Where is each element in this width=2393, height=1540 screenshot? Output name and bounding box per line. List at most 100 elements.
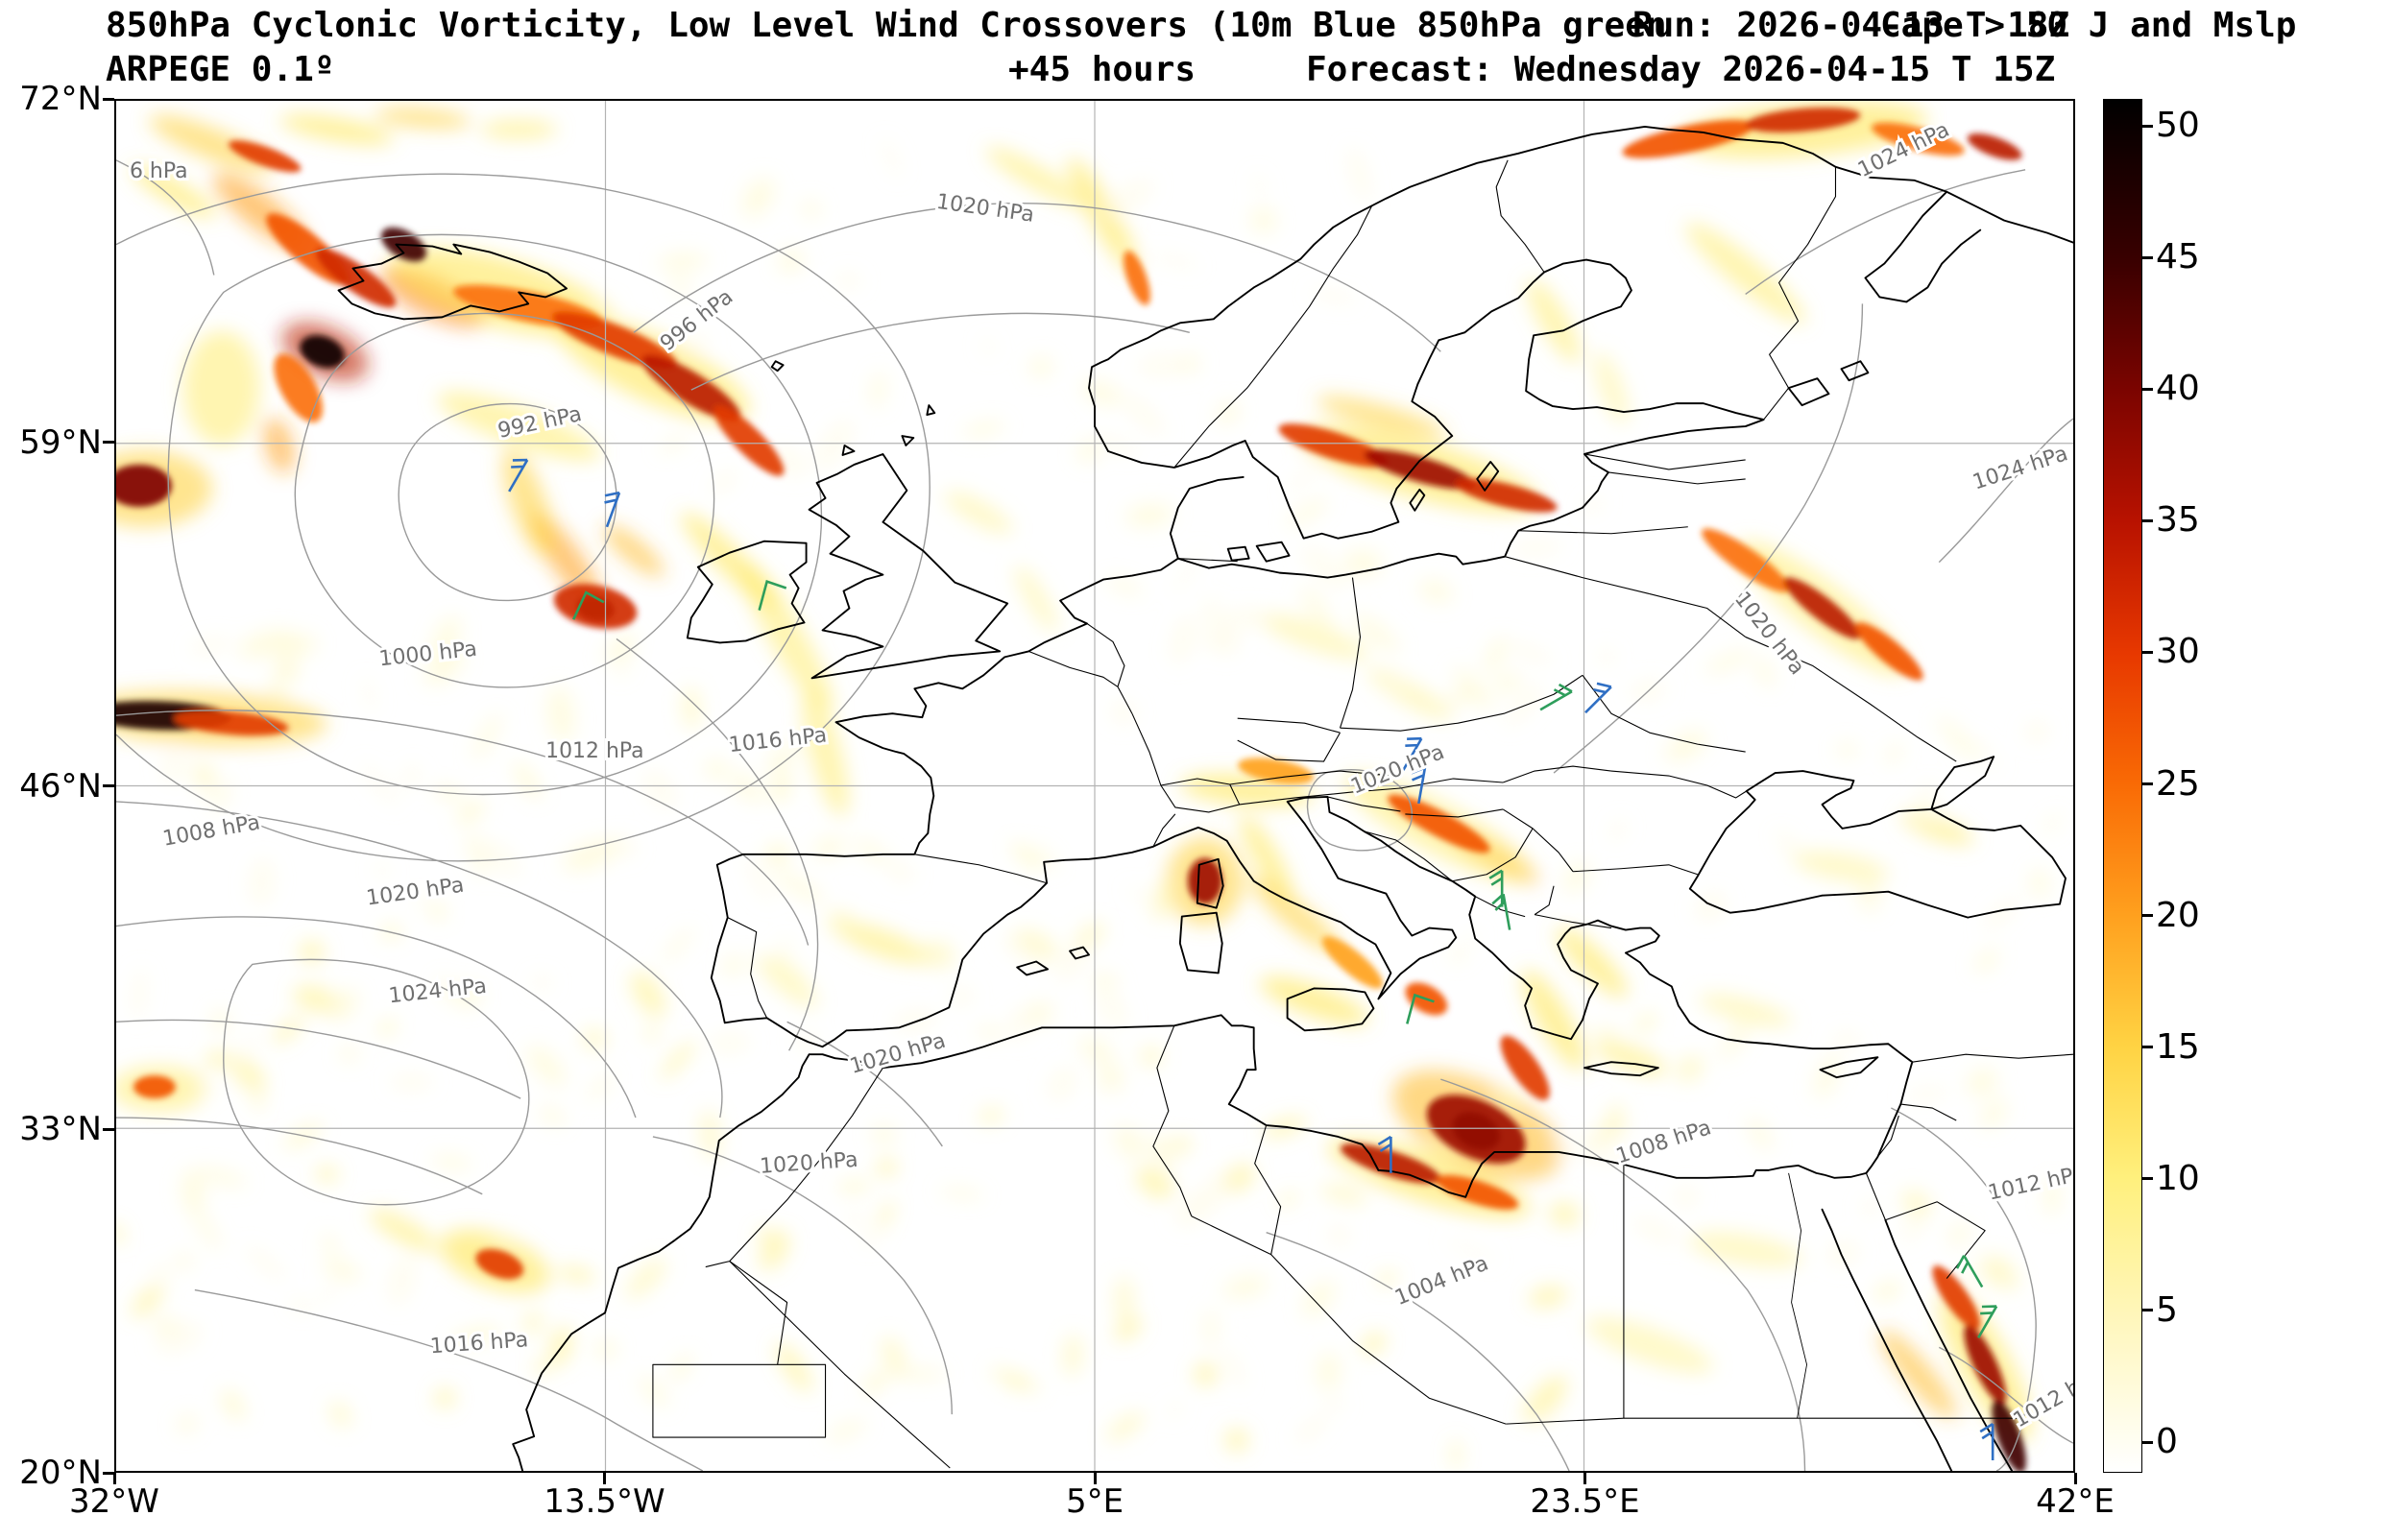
wind-barb xyxy=(1377,1135,1392,1173)
vorticity-blob xyxy=(1685,222,1805,325)
vorticity-blob xyxy=(274,353,323,422)
vorticity-blob xyxy=(1278,423,1389,468)
vorticity-blob xyxy=(1321,936,1384,989)
vorticity-speckle xyxy=(1748,1117,1772,1151)
vorticity-speckle xyxy=(1287,498,1328,527)
vorticity-blob xyxy=(1249,876,1341,953)
vorticity-speckle xyxy=(757,1228,775,1242)
vorticity-speckle xyxy=(1606,1113,1629,1138)
vorticity-speckle xyxy=(2046,1177,2058,1216)
vorticity-speckle xyxy=(467,830,489,878)
vorticity-speckle xyxy=(1910,804,1946,825)
lat-tick-mark xyxy=(103,97,114,101)
colorbar-tick xyxy=(2142,387,2153,391)
vorticity-speckle xyxy=(177,1413,197,1434)
vorticity-speckle xyxy=(272,1017,303,1045)
vorticity-speckle xyxy=(1443,688,1479,707)
vorticity-speckle xyxy=(378,1018,397,1037)
vorticity-speckle xyxy=(316,1165,338,1183)
vorticity-blob xyxy=(1015,565,1057,633)
vorticity-speckle xyxy=(1609,818,1627,842)
vorticity-speckle xyxy=(254,1090,263,1111)
lon-tick-label: 5°E xyxy=(1065,1482,1124,1521)
vorticity-speckle xyxy=(1172,1136,1191,1152)
vorticity-speckle xyxy=(1136,355,1189,377)
vorticity-blob xyxy=(116,464,172,507)
vorticity-blob xyxy=(1316,396,1446,438)
isobar-label: 1008 hPa xyxy=(1613,1116,1714,1168)
lat-tick-mark xyxy=(103,1471,114,1475)
lat-tick-label: 33°N xyxy=(19,1110,102,1149)
vorticity-blob xyxy=(1367,668,1452,721)
mslp-isobars xyxy=(116,159,2073,1471)
vorticity-speckle xyxy=(1077,442,1099,463)
vorticity-speckle xyxy=(1583,1131,1605,1148)
vorticity-speckle xyxy=(482,838,521,878)
wind-barb xyxy=(1491,893,1511,930)
vorticity-speckle xyxy=(778,248,804,274)
vorticity-speckle xyxy=(1029,356,1052,378)
vorticity-speckle xyxy=(1250,207,1276,234)
vorticity-blob xyxy=(713,405,785,476)
vorticity-speckle xyxy=(276,634,318,660)
vorticity-speckle xyxy=(557,1265,595,1284)
vorticity-speckle xyxy=(1451,947,1464,963)
vorticity-speckle xyxy=(722,954,744,976)
lon-tick-label: 23.5°E xyxy=(1530,1482,1640,1521)
vorticity-speckle xyxy=(472,712,501,761)
vorticity-speckle xyxy=(1011,842,1043,871)
vorticity-speckle xyxy=(775,870,825,904)
vorticity-speckle xyxy=(1630,679,1666,702)
isobar-label: 6 hPa xyxy=(130,159,188,183)
vorticity-speckle xyxy=(155,1322,203,1354)
isobar-label: 1004 hPa xyxy=(1391,1252,1491,1311)
vorticity-speckle xyxy=(1320,1184,1367,1205)
vorticity-blob xyxy=(1594,351,1629,424)
vorticity-speckle xyxy=(1982,895,2020,932)
vorticity-speckle xyxy=(962,421,1004,438)
lon-tick-mark xyxy=(1093,1473,1097,1484)
lat-tick-label: 59°N xyxy=(19,422,102,462)
vorticity-blob xyxy=(174,710,289,736)
vorticity-speckle xyxy=(234,1027,259,1071)
vorticity-speckle xyxy=(1378,1271,1396,1286)
colorbar-tick xyxy=(2142,518,2153,522)
lat-tick-label: 46°N xyxy=(19,766,102,806)
vorticity-speckle xyxy=(745,854,773,904)
vorticity-speckle xyxy=(399,1208,410,1222)
vorticity-speckle xyxy=(1832,1031,1862,1049)
vorticity-blob xyxy=(1745,107,1861,132)
vorticity-speckle xyxy=(1576,1147,1630,1165)
vorticity-speckle xyxy=(1361,1332,1387,1356)
vorticity-speckle xyxy=(1174,1191,1213,1227)
vorticity-blob xyxy=(315,248,397,308)
vorticity-speckle xyxy=(176,1253,193,1270)
colorbar-tick xyxy=(2142,1440,2153,1444)
lon-tick-mark xyxy=(2073,1473,2077,1484)
vorticity-speckle xyxy=(1098,1064,1124,1094)
vorticity-speckle xyxy=(864,1371,886,1395)
vorticity-speckle xyxy=(643,1025,660,1042)
colorbar-tick xyxy=(2142,1177,2153,1181)
vorticity-speckle xyxy=(205,1050,230,1069)
vorticity-speckle xyxy=(1110,700,1136,726)
vorticity-blob xyxy=(1436,1174,1519,1210)
vorticity-blob xyxy=(1068,156,1139,275)
colorbar-tick xyxy=(2142,1046,2153,1049)
vorticity-speckle xyxy=(1224,1428,1248,1454)
colorbar-tick xyxy=(2142,650,2153,654)
vorticity-speckle xyxy=(775,957,810,993)
vorticity-speckle xyxy=(1386,671,1408,693)
vorticity-speckle xyxy=(1347,145,1371,204)
vorticity-speckle xyxy=(1001,936,1048,968)
vorticity-speckle xyxy=(1097,988,1127,1028)
vorticity-speckle xyxy=(1632,1216,1679,1244)
vorticity-speckle xyxy=(1862,1196,1878,1218)
vorticity-speckle xyxy=(1172,547,1205,596)
vorticity-speckle xyxy=(151,1263,171,1283)
vorticity-speckle xyxy=(245,1245,286,1281)
lat-tick-mark xyxy=(103,1127,114,1131)
vorticity-speckle xyxy=(1151,253,1198,269)
vorticity-speckle xyxy=(514,761,541,800)
vorticity-layer-core xyxy=(116,107,2026,1471)
